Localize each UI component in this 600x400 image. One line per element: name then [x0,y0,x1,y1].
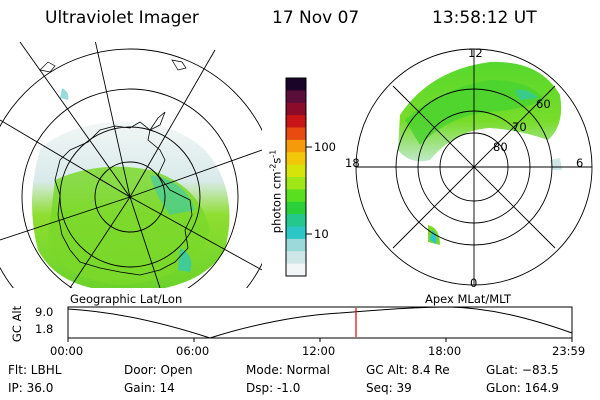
glon-value: GLon: 164.9 [486,381,559,395]
door-status: Door: Open [124,363,193,377]
colorbar-segment [286,238,306,252]
unit-exp-cm: -2 [268,163,278,172]
glat-value: GLat: −83.5 [486,363,559,377]
gc-alt-value: GC Alt: 8.4 Re [366,363,450,377]
left-panel-caption: Geographic Lat/Lon [70,292,183,306]
unit-photon: photon cm [269,171,284,234]
mlat-label-80: 80 [493,140,508,154]
colorbar-segment [286,102,306,116]
time-tick-0000: 00:00 [50,344,84,358]
ip-value: IP: 36.0 [8,381,54,395]
colorbar [285,77,307,277]
colorbar-segment [286,139,306,153]
mlt-label-6: 6 [576,156,584,170]
gain-value: Gain: 14 [124,381,175,395]
time-tick-2359: 23:59 [552,344,586,358]
mlt-label-0: 0 [470,276,478,290]
mode-value: Mode: Normal [246,363,330,377]
colorbar-segment [286,214,306,228]
mlt-label-12: 12 [468,46,483,60]
colorbar-segment [286,226,306,240]
seq-value: Seq: 39 [366,381,412,395]
colorbar-segment [286,78,306,91]
colorbar-frame [285,77,307,277]
altitude-y-label: GC Alt [10,305,24,343]
time-label: 13:58:12 UT [432,8,537,28]
colorbar-segment [286,201,306,215]
filter-value: Flt: LBHL [8,363,62,377]
colorbar-segment [286,164,306,178]
colorbar-tick-100: 100 [314,140,336,154]
colorbar-segment [286,90,306,104]
right-panel-caption: Apex MLat/MLT [425,292,512,306]
altitude-tick-1-8: 1.8 [35,322,54,336]
colorbar-segment [286,115,306,129]
unit-exp-s: -1 [268,149,278,158]
colorbar-segment [286,177,306,190]
mlt-label-18: 18 [345,156,360,170]
colorbar-unit-label: photon cm-2s-1 [269,121,284,261]
colorbar-segment [286,189,306,203]
mlat-label-70: 70 [512,120,527,134]
colorbar-segment [286,127,306,141]
colorbar-segment [286,263,306,277]
date-label: 17 Nov 07 [272,8,360,28]
time-tick-0600: 06:00 [176,344,210,358]
dsp-value: Dsp: -1.0 [246,381,301,395]
colorbar-segment [286,251,306,265]
altitude-plot [67,306,573,342]
time-tick-1800: 18:00 [428,344,462,358]
unit-s: s [269,157,284,164]
time-tick-1200: 12:00 [302,344,336,358]
colorbar-segment [286,152,306,166]
altitude-curve [67,306,573,339]
altitude-tick-9: 9.0 [35,305,54,319]
mlat-label-60: 60 [536,97,551,111]
colorbar-tick-10: 10 [314,227,329,241]
geographic-map [0,42,262,288]
magnetic-map [355,48,593,286]
instrument-title: Ultraviolet Imager [45,8,199,28]
